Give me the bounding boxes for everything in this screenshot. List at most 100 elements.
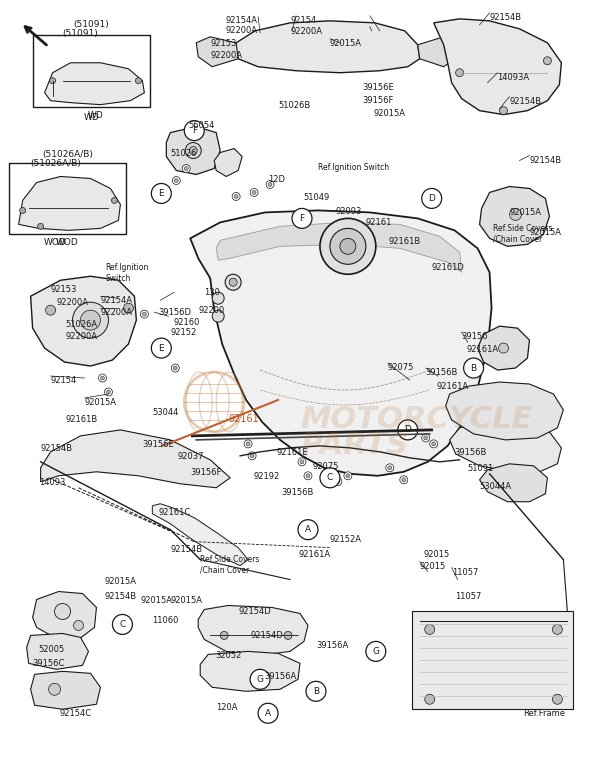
Text: 92154A: 92154A [225,16,257,25]
Circle shape [388,466,392,470]
Circle shape [151,184,171,203]
PathPatch shape [434,19,562,115]
PathPatch shape [216,222,461,272]
Circle shape [250,188,258,196]
Text: 92154B: 92154B [529,156,562,164]
Circle shape [158,342,163,346]
Circle shape [174,178,178,182]
Circle shape [212,292,224,305]
Text: 11057: 11057 [455,591,481,601]
Text: 130: 130 [204,288,220,298]
Text: 92037: 92037 [177,452,204,461]
Circle shape [499,343,509,353]
PathPatch shape [19,177,121,230]
Text: 39156: 39156 [461,332,488,341]
Text: 92161A: 92161A [437,382,469,391]
Text: 92015A: 92015A [104,577,136,586]
Circle shape [46,305,56,315]
Text: 39156E: 39156E [142,440,174,449]
Text: 92153: 92153 [50,285,77,294]
Text: 92075: 92075 [388,363,414,372]
Text: 39156E: 39156E [362,83,394,91]
Circle shape [104,388,112,396]
Text: (51091): (51091) [62,29,98,38]
Text: 92160: 92160 [173,319,200,327]
Circle shape [232,192,240,201]
Circle shape [330,229,366,264]
Circle shape [250,454,254,458]
Circle shape [284,632,292,639]
Circle shape [425,625,434,635]
PathPatch shape [418,37,460,67]
Circle shape [184,121,204,140]
Text: C: C [327,474,333,482]
Text: 92154B: 92154B [104,591,137,601]
Text: 51091: 51091 [467,463,494,473]
PathPatch shape [479,187,550,246]
Text: A: A [265,709,271,718]
Circle shape [320,468,340,487]
Text: 92161E: 92161E [276,448,308,456]
Circle shape [189,146,197,154]
Text: 39156C: 39156C [32,660,65,668]
Circle shape [106,390,110,394]
Text: 92153: 92153 [210,39,236,48]
PathPatch shape [196,37,238,67]
Text: 92154: 92154 [50,376,77,385]
Text: B: B [470,363,476,373]
Circle shape [20,208,26,213]
PathPatch shape [32,591,97,639]
Text: D: D [428,194,435,203]
Text: 92161: 92161 [228,414,259,424]
Circle shape [431,442,436,446]
Text: 39156F: 39156F [190,468,221,477]
Circle shape [173,366,177,370]
Circle shape [509,208,521,220]
PathPatch shape [41,430,230,487]
Circle shape [74,621,83,630]
Text: 51026B: 51026B [278,101,310,110]
Text: 92154B: 92154B [509,97,542,105]
Circle shape [422,188,442,208]
Text: 92075: 92075 [313,462,340,471]
Text: 92161: 92161 [366,219,392,227]
Text: 92192: 92192 [253,472,280,480]
Text: WD: WD [88,111,103,119]
Circle shape [400,476,408,484]
Circle shape [334,478,342,486]
Text: 92161B: 92161B [389,237,421,246]
Circle shape [124,303,133,313]
Circle shape [268,182,272,187]
Circle shape [250,670,270,689]
Circle shape [340,239,356,254]
Text: 92154D: 92154D [238,608,271,616]
Text: E: E [158,343,164,353]
Text: 92015A: 92015A [330,39,362,48]
Text: 51049: 51049 [303,194,329,202]
Text: E: E [158,189,164,198]
Circle shape [185,143,201,159]
PathPatch shape [200,652,300,691]
Text: 92154D: 92154D [250,632,283,640]
Circle shape [98,374,106,382]
Text: WOD: WOD [44,239,67,247]
Circle shape [298,520,318,539]
PathPatch shape [214,149,242,177]
Circle shape [464,358,484,378]
Text: 92200A: 92200A [56,298,89,307]
Text: WD: WD [83,112,100,122]
Text: 92154A: 92154A [100,296,133,305]
Text: 11060: 11060 [152,616,179,625]
Circle shape [544,57,551,65]
Circle shape [306,474,310,478]
PathPatch shape [26,633,88,670]
Text: 51026A: 51026A [65,320,98,329]
Text: 92200: 92200 [198,306,224,315]
Circle shape [55,604,71,619]
Circle shape [49,684,61,695]
Circle shape [212,310,224,322]
Text: 14093A: 14093A [497,73,530,81]
Circle shape [225,274,241,290]
Text: 12D: 12D [268,175,285,184]
Text: 92015: 92015 [424,549,450,559]
